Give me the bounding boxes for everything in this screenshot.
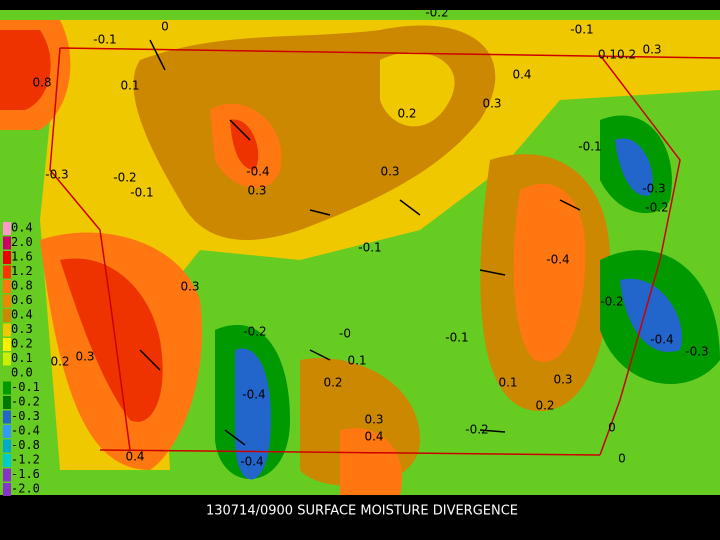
legend-label: 1.2 [11, 264, 33, 278]
state-borders [49, 47, 720, 456]
contour-label: 0.3 [75, 350, 94, 364]
contour-label: -0.2 [600, 295, 623, 309]
contour-label: -0.3 [642, 182, 665, 196]
contour-label: -0.4 [246, 165, 269, 179]
contour-label: 0.1 [347, 354, 366, 368]
contour-label: 0.3 [364, 413, 383, 427]
legend-swatch [3, 410, 11, 424]
caption: 130714/0900 SURFACE MOISTURE DIVERGENCE [206, 504, 518, 519]
legend-swatch [3, 309, 11, 322]
legend-swatch [3, 483, 11, 496]
contour-label: 0.4 [512, 68, 531, 82]
contour-label: -0.4 [240, 455, 263, 469]
contour-label: 0.2 [50, 355, 69, 369]
contour-label: 0.10.2 [598, 48, 636, 62]
legend-swatch [3, 396, 11, 409]
contour-label: 0.3 [180, 280, 199, 294]
contour-label: -0.2 [465, 423, 488, 437]
contour-label: 0.4 [125, 450, 144, 464]
contour-label: 0.4 [364, 430, 383, 444]
legend-swatch [3, 294, 11, 308]
contour-label: 0.1 [120, 79, 139, 93]
legend-swatch [3, 454, 11, 467]
legend-label: 0.4 [11, 308, 33, 322]
contour-label: 0 [618, 452, 626, 466]
wind-barbs [139, 39, 581, 446]
legend-label: -0.1 [11, 380, 40, 394]
contour-label: 0.3 [553, 373, 572, 387]
legend-label: -2.0 [11, 482, 40, 496]
legend-swatch [3, 352, 11, 366]
legend-swatch [3, 425, 11, 438]
legend-label: 0.8 [11, 279, 33, 293]
contour-label: 0.1 [498, 376, 517, 390]
contour-label: 0.3 [247, 184, 266, 198]
contour-label: -0.2 [645, 201, 668, 215]
legend: 0.42.01.61.20.80.60.40.30.20.10.0-0.1-0.… [3, 221, 40, 496]
contour-label: -0.1 [130, 186, 153, 200]
contour-label: -0.4 [242, 388, 265, 402]
contour-label: 0 [161, 20, 169, 34]
legend-label: -1.6 [11, 467, 40, 481]
contour-label: 0.3 [380, 165, 399, 179]
legend-label: -0.4 [11, 424, 40, 438]
legend-label: 0.3 [11, 322, 33, 336]
contour-label: -0.4 [546, 253, 569, 267]
legend-label: -0.3 [11, 409, 40, 423]
legend-label: -1.2 [11, 453, 40, 467]
contour-label: -0.1 [570, 23, 593, 37]
legend-swatch [3, 338, 11, 351]
contour-label: 0 [608, 421, 616, 435]
contour-label: -0.2 [425, 6, 448, 20]
legend-swatch [3, 468, 11, 482]
legend-swatch [3, 265, 11, 279]
contour-label: 0.2 [535, 399, 554, 413]
contour-fills [0, 20, 720, 495]
legend-label: -0.2 [11, 395, 40, 409]
legend-label: -0.8 [11, 438, 40, 452]
contour-label: 0.2 [323, 376, 342, 390]
legend-swatch [3, 381, 11, 395]
contour-label: -0.2 [243, 325, 266, 339]
legend-label: 0.2 [11, 337, 33, 351]
contour-label: -0.1 [358, 241, 381, 255]
legend-swatch [3, 323, 11, 337]
legend-label: 0.6 [11, 293, 33, 307]
contour-label: -0.1 [93, 33, 116, 47]
contour-label: -0 [339, 327, 351, 341]
legend-swatch [3, 439, 11, 453]
contour-label: 0.3 [642, 43, 661, 57]
legend-swatch [3, 280, 11, 293]
contour-label: -0.3 [45, 168, 68, 182]
contour-label: -0.2 [113, 171, 136, 185]
legend-swatch [3, 251, 11, 264]
legend-label: 2.0 [11, 235, 33, 249]
contour-label: -0.4 [650, 333, 673, 347]
contour-label: 0.8 [32, 76, 51, 90]
contour-label: -0.1 [445, 331, 468, 345]
legend-label: 0.4 [11, 221, 33, 235]
legend-swatch [3, 367, 11, 380]
contour-label: 0.3 [482, 97, 501, 111]
contour-label: -0.1 [578, 140, 601, 154]
contour-labels: 0-0.10.8 0.1-0.2-0.10.10.2 0.30.40.30.2-0.… [32, 6, 708, 469]
legend-swatch [3, 236, 11, 250]
legend-label: 1.6 [11, 250, 33, 264]
legend-label: 0.1 [11, 351, 33, 365]
legend-label: 0.0 [11, 366, 33, 380]
contour-label: -0.3 [685, 345, 708, 359]
legend-swatch [3, 222, 11, 235]
contour-label: 0.2 [397, 107, 416, 121]
